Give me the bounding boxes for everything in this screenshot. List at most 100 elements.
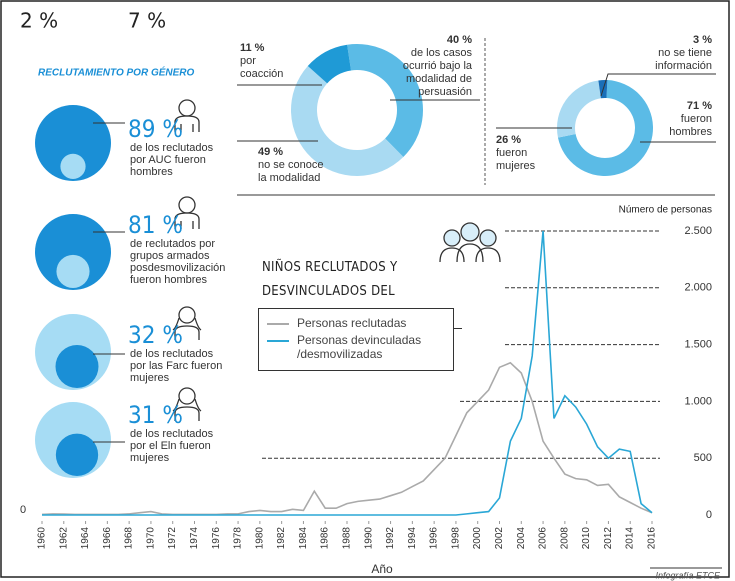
people-icon — [439, 222, 501, 263]
gender-percent: 89 % — [128, 115, 183, 143]
gender-text: hombres — [130, 166, 173, 178]
y-tick-label: 2.000 — [684, 282, 712, 294]
gender-text: mujeres — [130, 372, 170, 384]
donut-description: persuasión — [418, 86, 472, 98]
donut-description: por — [240, 55, 256, 67]
x-tick-label: 2004 — [516, 527, 527, 550]
top-fragment: 7 % — [128, 9, 166, 33]
donut-description: la modalidad — [258, 172, 320, 184]
gender-inner — [60, 153, 86, 179]
x-tick-label: 1980 — [254, 527, 265, 550]
gender-title: RECLUTAMIENTO POR GÉNERO — [38, 66, 195, 79]
x-tick-label: 1992 — [385, 527, 396, 550]
donut-value-label: 3 % — [693, 34, 712, 46]
donut-description: modalidad de — [406, 73, 472, 85]
x-tick-label: 2000 — [472, 527, 483, 550]
x-tick-label: 2002 — [494, 527, 505, 550]
legend-label: Personas reclutadas — [297, 316, 407, 330]
person-icons — [172, 99, 202, 421]
x-tick-label: 2010 — [581, 527, 592, 550]
gender-percent: 32 % — [128, 321, 183, 349]
x-axis-label: Año — [371, 562, 393, 576]
donut-description: hombres — [669, 126, 712, 138]
y-tick-label: 500 — [694, 452, 712, 464]
donut-value-label: 11 % — [240, 42, 265, 54]
legend-swatch — [267, 340, 289, 342]
y-tick-label: 0 — [20, 504, 26, 516]
donut-description: ocurrió bajo la — [403, 60, 473, 72]
x-tick-label: 1968 — [124, 527, 135, 550]
x-tick-label: 1962 — [58, 527, 69, 550]
series-line — [42, 230, 653, 516]
legend-swatch — [267, 323, 289, 325]
gender-inner — [55, 433, 99, 476]
donut-value-label: 49 % — [258, 146, 283, 158]
donut-value-label: 40 % — [447, 34, 472, 46]
gender-text: por las Farc fueron — [130, 360, 222, 372]
y-tick-label: 1.500 — [684, 339, 712, 351]
donut-segment — [307, 44, 352, 84]
donut-description: mujeres — [496, 160, 536, 172]
x-tick-label: 1966 — [102, 527, 113, 550]
x-tick-label: 1974 — [189, 527, 200, 550]
donut-description: coacción — [240, 68, 283, 80]
gender-text: por el Eln fueron — [130, 440, 211, 452]
donut-description: fueron — [681, 113, 712, 125]
donut-segment — [557, 80, 654, 176]
donut-description: fueron — [496, 147, 527, 159]
y-tick-label: 0 — [706, 509, 712, 521]
series-line — [41, 361, 653, 516]
gender-text: posdesmovilización — [130, 262, 225, 274]
y-tick-label: 1.000 — [684, 395, 712, 407]
x-tick-label: 2008 — [559, 527, 570, 550]
legend-label: Personas devinculadas /desmovilizadas — [297, 333, 422, 361]
legend-item: Personas devinculadas /desmovilizadas — [263, 333, 449, 361]
donut-description: no se conoce — [258, 159, 323, 171]
x-tick-label: 1976 — [211, 527, 222, 550]
donut-description: no se tiene — [658, 47, 712, 59]
donut-segment — [347, 44, 424, 157]
x-tick-label: 1984 — [298, 527, 309, 550]
gender-percent: 81 % — [128, 211, 183, 239]
y-tick-label: 2.500 — [684, 225, 712, 237]
x-tick-label: 2014 — [625, 527, 636, 550]
x-tick-label: 1998 — [450, 527, 461, 550]
x-tick-label: 1996 — [429, 527, 440, 550]
donut-value-label: 26 % — [496, 134, 521, 146]
gender-text: grupos armados — [130, 250, 210, 262]
y-axis-label: Número de personas — [619, 205, 712, 216]
gender-text: de reclutados por — [130, 238, 215, 250]
x-tick-label: 1986 — [320, 527, 331, 550]
gender-text: mujeres — [130, 452, 170, 464]
credit: Infografía ETCE — [655, 570, 721, 580]
donut-segment — [290, 66, 404, 177]
donut-segment — [556, 80, 601, 138]
gender-inner — [55, 345, 99, 389]
gender-outer — [35, 214, 111, 290]
gender-text: de los reclutados — [130, 142, 214, 154]
gender-inner — [56, 254, 90, 288]
top-fragment: 2 % — [20, 9, 58, 33]
gender-text: fueron hombres — [130, 274, 208, 286]
x-tick-label: 1990 — [363, 527, 374, 550]
gender-percent: 31 % — [128, 401, 183, 429]
x-tick-label: 1970 — [145, 527, 156, 550]
x-tick-label: 1988 — [342, 527, 353, 550]
legend: Personas reclutadas Personas devinculadas… — [258, 308, 454, 371]
x-tick-label: 1982 — [276, 527, 287, 550]
x-tick-label: 2012 — [603, 527, 614, 550]
donut-value-label: 71 % — [687, 100, 712, 112]
gender-text: por AUC fueron — [130, 154, 206, 166]
x-tick-label: 2016 — [647, 527, 658, 550]
x-tick-label: 1972 — [167, 527, 178, 550]
legend-item: Personas reclutadas — [263, 316, 449, 330]
x-tick-label: 1960 — [37, 527, 48, 550]
x-tick-label: 1978 — [233, 527, 244, 550]
gender-text: de los reclutados — [130, 348, 214, 360]
donut-description: de los casos — [411, 47, 473, 59]
donut-description: información — [655, 60, 712, 72]
leader — [600, 73, 716, 97]
